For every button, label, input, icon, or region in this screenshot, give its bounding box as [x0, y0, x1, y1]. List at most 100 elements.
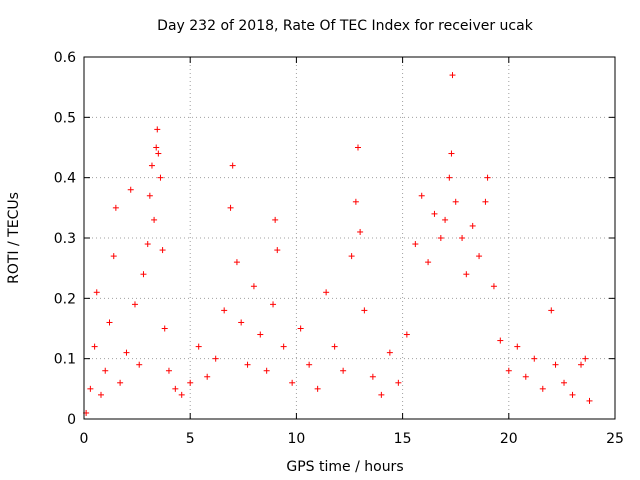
data-point	[378, 391, 385, 398]
data-point	[144, 241, 151, 248]
data-point	[106, 319, 113, 326]
x-tick-label: 15	[394, 431, 412, 447]
data-point	[159, 247, 166, 254]
data-point	[514, 343, 521, 350]
chart-title: Day 232 of 2018, Rate Of TEC Index for r…	[157, 18, 534, 34]
x-tick-label: 25	[606, 431, 624, 447]
data-point	[463, 271, 470, 278]
data-point	[306, 361, 313, 368]
data-point	[270, 301, 277, 308]
data-point	[469, 222, 476, 229]
data-point	[131, 301, 138, 308]
x-tick-label: 20	[500, 431, 518, 447]
data-point	[110, 253, 117, 260]
data-point	[403, 331, 410, 338]
data-point	[263, 367, 270, 374]
data-point	[548, 307, 555, 314]
data-point	[136, 361, 143, 368]
y-tick-label: 0.2	[54, 291, 76, 307]
data-point	[484, 174, 491, 181]
data-point	[482, 198, 489, 205]
data-point	[361, 307, 368, 314]
data-point	[582, 355, 589, 362]
data-point	[314, 385, 321, 392]
data-point	[151, 216, 158, 223]
data-point	[87, 385, 94, 392]
data-point	[442, 216, 449, 223]
data-point	[274, 247, 281, 254]
y-tick-label: 0.1	[54, 352, 76, 368]
data-point	[157, 174, 164, 181]
y-tick-label: 0.4	[54, 171, 76, 187]
data-point	[233, 259, 240, 266]
data-point	[272, 216, 279, 223]
data-point	[102, 367, 109, 374]
data-point	[476, 253, 483, 260]
data-point	[221, 307, 228, 314]
data-point	[437, 235, 444, 241]
y-tick-label: 0.6	[54, 50, 76, 66]
data-point	[172, 385, 179, 392]
data-point	[146, 192, 153, 199]
data-point	[155, 150, 162, 157]
data-point	[289, 379, 296, 386]
y-tick-label: 0.3	[54, 231, 76, 247]
data-point	[561, 379, 568, 386]
data-point	[97, 391, 104, 398]
data-point	[91, 343, 98, 350]
x-tick-label: 5	[186, 431, 195, 447]
data-point	[552, 361, 559, 368]
data-point	[257, 331, 264, 338]
data-point	[369, 373, 376, 380]
data-point	[280, 343, 287, 350]
data-point	[497, 337, 504, 344]
data-point	[140, 271, 147, 278]
data-point	[505, 367, 512, 374]
data-point	[531, 355, 538, 362]
data-point	[395, 379, 402, 386]
data-point	[238, 319, 245, 326]
data-point	[459, 235, 466, 241]
data-point	[412, 241, 419, 248]
x-axis-label: GPS time / hours	[286, 459, 403, 475]
data-point	[331, 343, 338, 350]
data-point	[154, 126, 161, 133]
data-point	[127, 186, 134, 193]
data-point	[490, 283, 497, 290]
data-point	[431, 210, 438, 217]
data-point	[578, 361, 585, 368]
data-point	[386, 349, 393, 356]
data-point	[348, 253, 355, 260]
data-point	[178, 391, 185, 398]
data-point	[250, 283, 257, 290]
data-point	[117, 379, 124, 386]
y-axis-label: ROTI / TECUs	[6, 192, 22, 284]
data-point	[153, 144, 160, 151]
x-tick-label: 10	[287, 431, 305, 447]
data-point	[448, 150, 455, 157]
data-point	[354, 144, 361, 151]
scatter-points	[83, 72, 593, 416]
data-point	[195, 343, 202, 350]
data-point	[425, 259, 432, 266]
data-point	[586, 397, 593, 404]
data-point	[340, 367, 347, 374]
data-point	[352, 198, 359, 205]
data-point	[539, 385, 546, 392]
data-point	[93, 289, 100, 296]
data-point	[227, 204, 234, 211]
data-point	[357, 228, 364, 235]
y-tick-label: 0	[67, 412, 76, 428]
data-point	[187, 379, 194, 386]
data-point	[148, 162, 155, 169]
x-tick-label: 0	[80, 431, 89, 447]
axis-ticks: 0 5 10 15 20 25 0 0.1 0.2 0.3 0.4 0.5 0.6	[54, 50, 624, 447]
data-point	[452, 198, 459, 205]
data-point	[123, 349, 130, 356]
data-point	[165, 367, 172, 374]
data-point	[449, 72, 456, 79]
grid	[84, 57, 615, 419]
data-point	[161, 325, 168, 332]
